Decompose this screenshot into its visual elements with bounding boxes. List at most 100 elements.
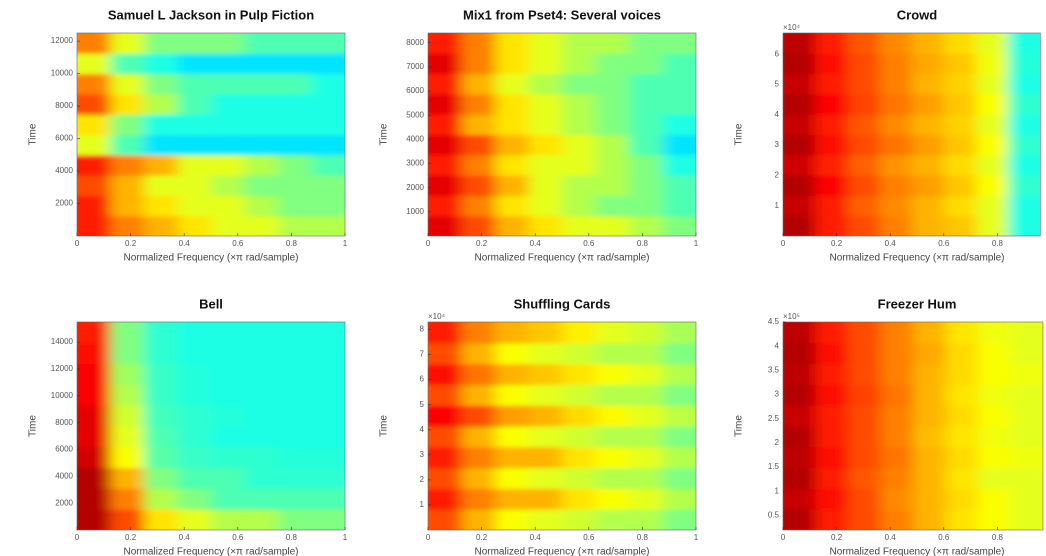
heatmap-cell: [495, 384, 529, 406]
heatmap-cell: [211, 215, 245, 236]
heatmap-cell: [943, 93, 977, 115]
heatmap-cell: [975, 175, 1009, 196]
heatmap-cell: [911, 93, 945, 115]
heatmap-cells: [77, 33, 345, 236]
heatmap-cell: [975, 134, 1009, 156]
heatmap-cell: [783, 363, 816, 385]
y-tick-label: 2000: [406, 183, 424, 192]
heatmap-cell: [911, 33, 945, 54]
heatmap-cell: [144, 154, 178, 176]
heatmap-cell: [110, 467, 145, 489]
heatmap-cell: [847, 322, 881, 344]
heatmap-cell: [495, 33, 529, 54]
heatmap-cell: [461, 322, 496, 344]
heatmap-cell: [1008, 154, 1041, 176]
x-tick-label: 0.2: [125, 239, 137, 248]
chart-title: Crowd: [897, 7, 938, 22]
heatmap-cell: [977, 446, 1011, 469]
x-axis-label: Normalized Frequency (×π rad/sample): [829, 547, 1004, 556]
heatmap-cell: [110, 426, 145, 448]
heatmap-cell: [977, 363, 1011, 385]
heatmap-cell: [244, 53, 279, 75]
heatmap-cell: [562, 93, 596, 115]
heatmap-cell: [1010, 446, 1043, 469]
heatmap-cell: [595, 426, 630, 448]
heatmap-cell: [211, 73, 245, 95]
heatmap-cell: [783, 154, 816, 176]
heatmap-cell: [783, 446, 816, 469]
heatmap-cell: [110, 509, 145, 530]
heatmap-cell: [912, 488, 946, 510]
heatmap-cell: [495, 73, 529, 95]
heatmap-cell: [1010, 342, 1043, 365]
heatmap-cell: [144, 53, 178, 75]
plot-frame: [427, 32, 697, 237]
heatmap-cell: [662, 342, 696, 365]
heatmap-cell: [1008, 215, 1041, 236]
x-tick-label: 1: [343, 239, 348, 248]
heatmap-cell: [144, 363, 178, 385]
heatmap-cell: [783, 73, 816, 95]
heatmap-cell: [945, 363, 979, 385]
heatmap-cell: [461, 426, 496, 448]
heatmap-cell: [177, 93, 212, 115]
heatmap-cell: [77, 446, 111, 469]
heatmap-cell: [783, 322, 816, 344]
heatmap-cell: [77, 33, 111, 54]
y-tick-label: 3: [420, 450, 425, 459]
heatmap-cell: [528, 342, 563, 365]
heatmap-cell: [144, 114, 178, 135]
heatmap-cell: [880, 322, 914, 344]
y-multiplier: ×10⁵: [783, 312, 800, 321]
heatmap-cell: [144, 134, 178, 156]
x-tick-label: 0.6: [232, 239, 244, 248]
heatmap-cell: [110, 342, 145, 365]
heatmap-cell: [879, 195, 913, 217]
heatmap-cell: [943, 215, 977, 236]
heatmap-cell: [428, 509, 462, 530]
heatmap-cell: [528, 93, 563, 115]
spectrogram-panel: 0 0.2 0.4 0.6 0.8 1 2 3 4 5 6 Crowd Normalized Frequ…: [734, 7, 1041, 264]
heatmap-cell: [177, 446, 212, 469]
heatmap-cell: [177, 342, 212, 365]
heatmap-cell: [144, 405, 178, 427]
heatmap-cell: [977, 488, 1011, 510]
x-tick-label: 0.4: [885, 533, 897, 542]
heatmap-cell: [144, 195, 178, 217]
heatmap-cell: [783, 467, 816, 489]
heatmap-cell: [461, 342, 496, 365]
y-tick-label: 7000: [406, 62, 424, 71]
heatmap-cell: [461, 73, 496, 95]
heatmap-cell: [783, 384, 816, 406]
heatmap-cell: [562, 509, 596, 530]
heatmap-cell: [244, 509, 279, 530]
heatmap-cell: [847, 175, 880, 196]
heatmap-cell: [461, 215, 496, 236]
heatmap-cell: [177, 175, 212, 196]
heatmap-cell: [110, 405, 145, 427]
heatmap-cell: [943, 134, 977, 156]
heatmap-cell: [528, 114, 563, 135]
heatmap-cell: [977, 384, 1011, 406]
heatmap-cell: [461, 33, 496, 54]
heatmap-cell: [211, 134, 245, 156]
heatmap-cell: [110, 363, 145, 385]
heatmap-cell: [911, 215, 945, 236]
heatmap-cell: [1008, 175, 1041, 196]
heatmap-cell: [211, 467, 245, 489]
heatmap-cell: [495, 426, 529, 448]
heatmap-cell: [562, 175, 596, 196]
y-tick-label: 7: [420, 350, 425, 359]
heatmap-cell: [562, 195, 596, 217]
y-tick-label: 8000: [55, 418, 73, 427]
heatmap-cell: [461, 488, 496, 510]
heatmap-cell: [461, 154, 496, 176]
heatmap-cell: [911, 134, 945, 156]
heatmap-cell: [144, 93, 178, 115]
heatmap-cell: [847, 114, 880, 135]
heatmap-cell: [912, 363, 946, 385]
y-axis-label: Time: [379, 123, 390, 145]
heatmap-cell: [595, 73, 630, 95]
heatmap-cell: [975, 195, 1009, 217]
